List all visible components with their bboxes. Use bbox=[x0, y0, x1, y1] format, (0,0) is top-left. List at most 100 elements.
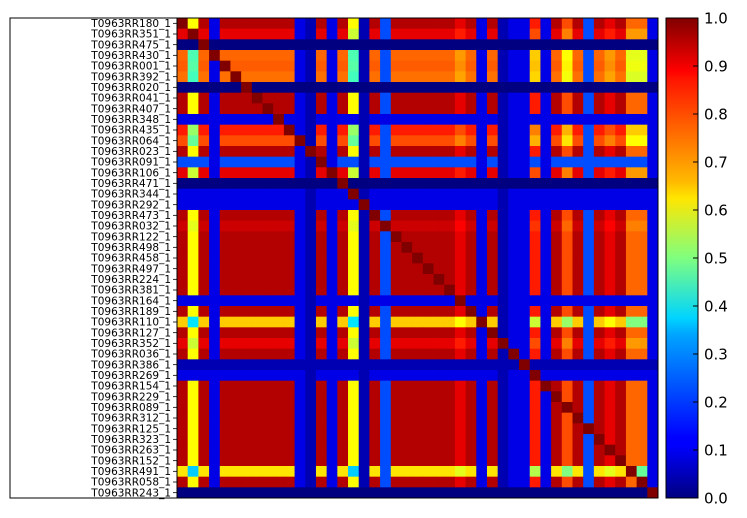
heatmap-cell bbox=[508, 220, 520, 232]
heatmap-cell bbox=[465, 50, 477, 62]
heatmap-cell bbox=[476, 412, 488, 424]
heatmap-cell bbox=[326, 295, 338, 307]
heatmap-cell bbox=[486, 39, 499, 51]
heatmap-cell bbox=[283, 380, 295, 392]
heatmap-cell bbox=[615, 103, 627, 115]
heatmap-cell bbox=[294, 476, 306, 488]
heatmap-cell bbox=[230, 231, 242, 243]
heatmap-cell bbox=[273, 327, 285, 339]
heatmap-cell bbox=[315, 210, 328, 222]
heatmap-cell bbox=[283, 316, 295, 328]
heatmap-cell bbox=[305, 199, 317, 211]
heatmap-cell bbox=[604, 348, 616, 360]
heatmap-cell bbox=[508, 476, 520, 488]
heatmap-cell bbox=[369, 316, 381, 328]
heatmap-cell bbox=[444, 423, 456, 435]
heatmap-cell bbox=[412, 274, 424, 286]
heatmap-cell bbox=[230, 316, 242, 328]
heatmap-cell bbox=[326, 359, 338, 371]
heatmap-cell bbox=[283, 114, 295, 126]
heatmap-cell bbox=[326, 156, 338, 168]
heatmap-cell bbox=[422, 252, 434, 264]
row-label: T0963RR491_1 bbox=[90, 466, 171, 478]
heatmap-cell bbox=[593, 60, 605, 72]
heatmap-cell bbox=[358, 92, 370, 104]
heatmap-cell bbox=[241, 455, 253, 467]
heatmap-cell bbox=[337, 476, 349, 488]
heatmap-cell bbox=[497, 242, 509, 254]
heatmap-cell bbox=[380, 50, 392, 62]
heatmap-cell bbox=[540, 327, 552, 339]
heatmap-cell bbox=[508, 306, 520, 318]
heatmap-cell bbox=[422, 124, 434, 136]
heatmap-cell bbox=[209, 338, 221, 350]
heatmap-cell bbox=[433, 178, 445, 190]
heatmap-cell bbox=[454, 359, 466, 371]
heatmap-cell bbox=[348, 103, 360, 115]
heatmap-cell bbox=[540, 210, 552, 222]
heatmap-cell bbox=[380, 274, 392, 286]
heatmap-cell bbox=[358, 188, 370, 200]
heatmap-cell bbox=[209, 487, 221, 499]
heatmap-cell bbox=[572, 50, 584, 62]
heatmap-cell bbox=[497, 210, 509, 222]
heatmap-cell bbox=[273, 487, 285, 499]
heatmap-cell bbox=[551, 274, 563, 286]
heatmap-cell bbox=[529, 306, 541, 318]
heatmap-cell bbox=[358, 242, 370, 254]
heatmap-cell bbox=[326, 242, 338, 254]
heatmap-cell bbox=[401, 178, 413, 190]
heatmap-cell bbox=[326, 210, 338, 222]
heatmap-cell bbox=[615, 178, 627, 190]
heatmap-cell bbox=[412, 263, 424, 275]
heatmap-cell bbox=[262, 114, 274, 126]
heatmap-cell bbox=[615, 124, 627, 136]
heatmap-cell bbox=[273, 178, 285, 190]
heatmap-cell bbox=[465, 316, 477, 328]
heatmap-cell bbox=[604, 434, 616, 446]
heatmap-cell bbox=[636, 50, 648, 62]
heatmap-cell bbox=[262, 316, 274, 328]
heatmap-cell bbox=[219, 156, 231, 168]
heatmap-cell bbox=[615, 412, 627, 424]
heatmap-cell bbox=[604, 103, 616, 115]
row-label: T0963RR458_1 bbox=[90, 253, 171, 265]
heatmap-cell bbox=[390, 28, 402, 40]
heatmap-cell bbox=[519, 391, 531, 403]
heatmap-cell bbox=[348, 338, 360, 350]
heatmap-cell bbox=[561, 242, 573, 254]
heatmap-cell bbox=[529, 487, 541, 499]
heatmap-cell bbox=[604, 455, 616, 467]
heatmap-cell bbox=[412, 199, 424, 211]
row-label: T0963RR152_1 bbox=[90, 455, 171, 467]
heatmap-cell bbox=[433, 434, 445, 446]
heatmap-cell bbox=[583, 39, 595, 51]
heatmap-cell bbox=[519, 348, 531, 360]
heatmap-cell bbox=[198, 466, 210, 478]
heatmap-cell bbox=[551, 114, 563, 126]
heatmap-cell bbox=[262, 284, 274, 296]
heatmap-cell bbox=[486, 156, 499, 168]
heatmap-cell bbox=[444, 295, 456, 307]
heatmap-cell bbox=[486, 60, 499, 72]
heatmap-cell bbox=[380, 391, 392, 403]
heatmap-cell bbox=[348, 348, 360, 360]
heatmap-cell bbox=[486, 146, 499, 158]
heatmap-cell bbox=[422, 423, 434, 435]
heatmap-cell bbox=[412, 114, 424, 126]
heatmap-cell bbox=[401, 231, 413, 243]
heatmap-cell bbox=[444, 380, 456, 392]
heatmap-cell bbox=[219, 380, 231, 392]
heatmap-cell bbox=[273, 476, 285, 488]
heatmap-cell bbox=[230, 274, 242, 286]
heatmap-cell bbox=[294, 412, 306, 424]
heatmap-cell bbox=[551, 263, 563, 275]
row-label: T0963RR352_1 bbox=[90, 338, 171, 350]
row-label: T0963RR323_1 bbox=[90, 434, 171, 446]
heatmap-cell bbox=[497, 487, 509, 499]
heatmap-cell bbox=[519, 220, 531, 232]
heatmap-cell bbox=[315, 295, 328, 307]
heatmap-cell bbox=[422, 434, 434, 446]
heatmap-cell bbox=[486, 487, 499, 499]
heatmap-cell bbox=[454, 327, 466, 339]
